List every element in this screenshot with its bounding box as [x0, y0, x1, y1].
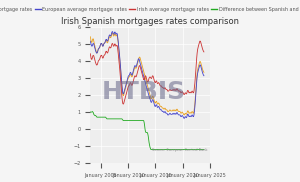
Text: HTBIS: HTBIS	[102, 80, 186, 104]
Legend: Spain average mortgage rates, European average mortgage rates, Irish average mor: Spain average mortgage rates, European a…	[0, 5, 300, 14]
Text: Source: European Central Bank: Source: European Central Bank	[152, 148, 208, 152]
Title: Irish Spanish mortgages rates comparison: Irish Spanish mortgages rates comparison	[61, 17, 239, 26]
